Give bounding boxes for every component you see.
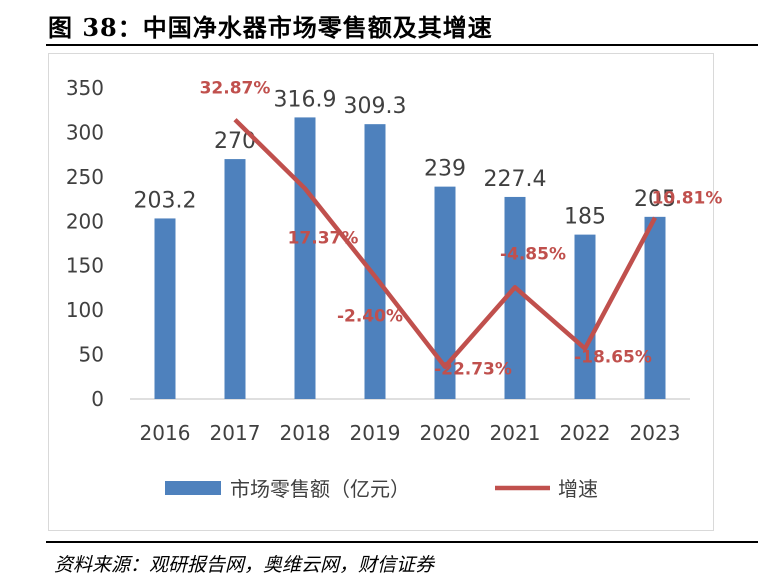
- bar-value-label: 239: [424, 157, 466, 182]
- growth-value-label: 17.37%: [288, 229, 359, 249]
- source-note: 资料来源：观研报告网，奥维云网，财信证券: [54, 554, 435, 576]
- y-tick-label: 100: [66, 298, 104, 322]
- growth-value-label: -22.73%: [434, 360, 512, 380]
- y-tick-label: 150: [66, 254, 104, 278]
- x-tick-label: 2020: [420, 421, 471, 445]
- y-tick-label: 300: [66, 120, 104, 144]
- bar-2023: [644, 216, 666, 399]
- x-tick-label: 2017: [210, 421, 261, 445]
- legend-bar-label: 市场零售额（亿元）: [230, 477, 410, 501]
- growth-value-label: -18.65%: [574, 348, 652, 368]
- legend-bar-swatch: [165, 481, 221, 495]
- bar-2018: [294, 117, 316, 399]
- legend-line-label: 增速: [558, 477, 598, 501]
- y-tick-label: 0: [91, 387, 104, 411]
- y-tick-label: 50: [79, 343, 104, 367]
- bar-value-label: 205: [634, 187, 676, 212]
- growth-line: [233, 118, 657, 369]
- source-rule: [46, 541, 758, 543]
- bar-value-label: 227.4: [484, 167, 547, 192]
- x-tick-label: 2023: [630, 421, 681, 445]
- figure-title: 图 38：中国净水器市场零售额及其增速: [48, 13, 493, 42]
- y-tick-label: 200: [66, 209, 104, 233]
- bar-value-label: 203.2: [134, 188, 197, 213]
- bar-value-label: 185: [564, 205, 606, 230]
- y-tick-label: 250: [66, 165, 104, 189]
- x-tick-label: 2021: [490, 421, 541, 445]
- growth-value-label: 10.81%: [652, 189, 723, 209]
- growth-value-label: -4.85%: [500, 244, 566, 264]
- bar-2021: [504, 196, 526, 399]
- growth-value-label: -2.40%: [337, 306, 403, 326]
- growth-value-label: 32.87%: [200, 79, 271, 99]
- title-rule: [46, 44, 758, 46]
- x-tick-label: 2018: [280, 421, 331, 445]
- bar-value-label: 316.9: [274, 87, 337, 112]
- y-tick-label: 350: [66, 76, 104, 100]
- x-tick-label: 2019: [350, 421, 401, 445]
- bar-2020: [434, 186, 456, 399]
- x-tick-label: 2022: [560, 421, 611, 445]
- x-tick-label: 2016: [140, 421, 191, 445]
- bar-2022: [574, 234, 596, 399]
- chart-frame: [48, 53, 714, 531]
- bar-2017: [224, 159, 246, 399]
- bar-2016: [154, 218, 176, 399]
- bar-value-label: 309.3: [344, 94, 407, 119]
- bar-2019: [364, 124, 386, 399]
